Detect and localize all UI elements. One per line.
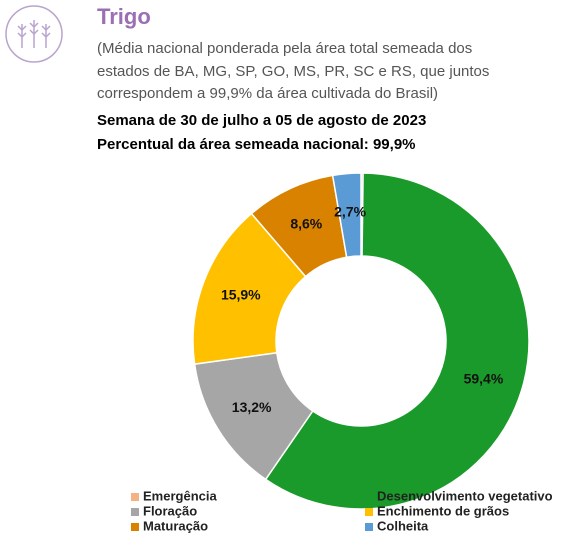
legend-swatch — [131, 508, 139, 516]
legend-swatch — [365, 508, 373, 516]
legend-label: Colheita — [377, 518, 429, 533]
legend-swatch — [365, 523, 373, 531]
data-label: 59,4% — [464, 371, 504, 387]
data-label: 15,9% — [221, 286, 261, 302]
chart-title: Trigo — [97, 4, 151, 29]
data-label: 13,2% — [232, 399, 272, 415]
data-label: 2,7% — [334, 204, 366, 220]
legend-swatch — [365, 493, 373, 501]
subtitle: (Média nacional ponderada pela área tota… — [97, 40, 472, 57]
legend-label: Desenvolvimento vegetativo — [377, 488, 553, 503]
heading: Percentual da área semeada nacional: 99,… — [97, 136, 416, 153]
slice — [264, 172, 530, 510]
subtitle: correspondem a 99,9% da área cultivada d… — [97, 85, 438, 102]
data-label: 8,6% — [290, 215, 322, 231]
legend-label: Emergência — [143, 488, 217, 503]
icon — [5, 5, 63, 63]
slice — [331, 172, 362, 259]
legend-swatch — [131, 523, 139, 531]
legend-label: Maturação — [143, 518, 208, 533]
legend-swatch — [131, 493, 139, 501]
legend-label: Floração — [143, 503, 197, 518]
subtitle: estados de BA, MG, SP, GO, MS, PR, SC e … — [97, 63, 489, 80]
legend-label: Enchimento de grãos — [377, 503, 509, 518]
heading: Semana de 30 de julho a 05 de agosto de … — [97, 112, 426, 129]
